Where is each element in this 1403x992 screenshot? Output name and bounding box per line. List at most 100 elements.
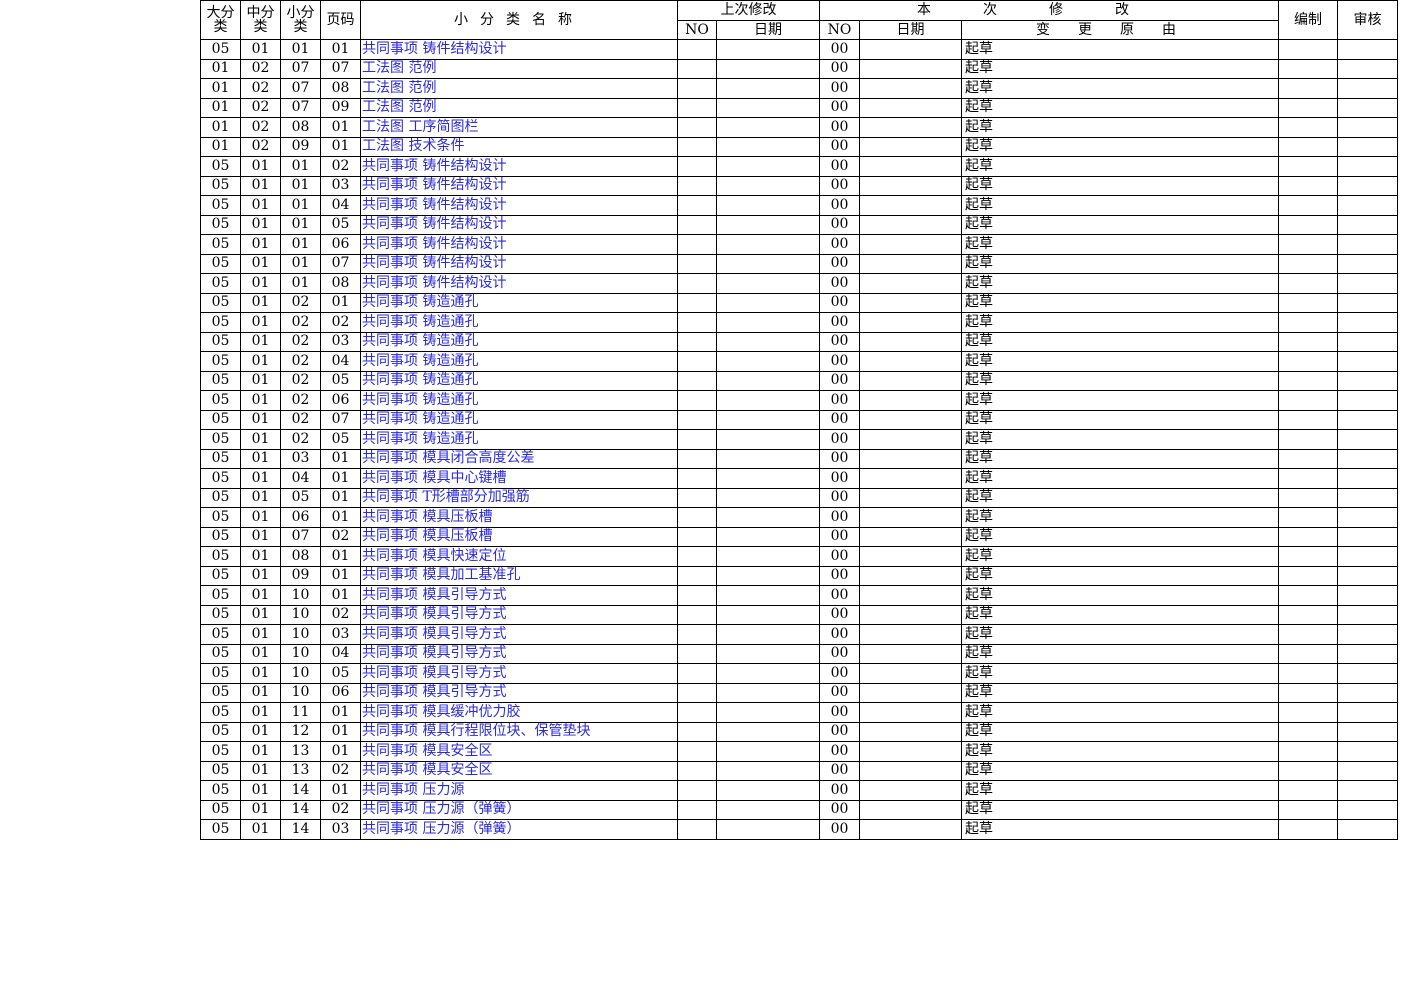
cell: 00 <box>819 409 860 430</box>
cell: 07 <box>280 58 321 79</box>
cell: 共同事项 铸件结构设计 <box>360 175 678 196</box>
cell: 01 <box>320 39 361 60</box>
cell: 01 <box>280 214 321 235</box>
cell: 共同事项 铸造通孔 <box>360 351 678 372</box>
cell <box>1337 819 1398 840</box>
cell: 05 <box>200 487 241 508</box>
cell: 05 <box>200 546 241 567</box>
cell: 05 <box>200 156 241 177</box>
cell: 共同事项 铸件结构设计 <box>360 156 678 177</box>
cell <box>1337 390 1398 411</box>
row: 05 01 10 01 共同事项 模具引导方式 00 起草 <box>200 585 1398 606</box>
cell: 共同事项 铸件结构设计 <box>360 253 678 274</box>
cell: 起草 <box>961 780 1279 801</box>
cell: 05 <box>200 643 241 664</box>
cell <box>1278 331 1338 352</box>
cell: 共同事项 模具加工基准孔 <box>360 565 678 586</box>
cell <box>1278 214 1338 235</box>
row: 05 01 05 01 共同事项 T形槽部分加强筋 00 起草 <box>200 487 1398 508</box>
cell: 00 <box>819 604 860 625</box>
cell: 01 <box>240 565 281 586</box>
cell: 05 <box>200 351 241 372</box>
cell: 05 <box>200 565 241 586</box>
cell <box>677 487 717 508</box>
cell: 共同事项 压力源（弹簧） <box>360 799 678 820</box>
cell <box>1278 702 1338 723</box>
cell <box>1278 273 1338 294</box>
cell <box>716 799 820 820</box>
cell <box>1278 799 1338 820</box>
cell: 02 <box>280 312 321 333</box>
cell: 01 <box>240 760 281 781</box>
cell <box>859 429 962 450</box>
cell: 05 <box>200 819 241 840</box>
row: 05 01 10 05 共同事项 模具引导方式 00 起草 <box>200 663 1398 684</box>
row: 05 01 01 07 共同事项 铸件结构设计 00 起草 <box>200 253 1398 274</box>
header-cell: 小分类名称 <box>360 0 678 40</box>
row: 05 01 13 01 共同事项 模具安全区 00 起草 <box>200 741 1398 762</box>
cell: 05 <box>320 429 361 450</box>
row: 05 01 01 03 共同事项 铸件结构设计 00 起草 <box>200 175 1398 196</box>
cell <box>1278 409 1338 430</box>
cell <box>716 234 820 255</box>
cell: 02 <box>240 97 281 118</box>
cell: 起草 <box>961 331 1279 352</box>
cell <box>1278 780 1338 801</box>
row: 05 01 01 04 共同事项 铸件结构设计 00 起草 <box>200 195 1398 216</box>
row: 05 01 09 01 共同事项 模具加工基准孔 00 起草 <box>200 565 1398 586</box>
cell: 00 <box>819 253 860 274</box>
cell: 06 <box>320 682 361 703</box>
cell <box>677 370 717 391</box>
cell: 01 <box>240 312 281 333</box>
cell: 共同事项 模具安全区 <box>360 741 678 762</box>
cell <box>1337 526 1398 547</box>
cell: 共同事项 压力源（弹簧） <box>360 819 678 840</box>
cell: 05 <box>200 331 241 352</box>
cell: 共同事项 铸件结构设计 <box>360 39 678 60</box>
cell: 10 <box>280 663 321 684</box>
cell <box>716 175 820 196</box>
cell: 01 <box>240 682 281 703</box>
cell: 02 <box>320 604 361 625</box>
cell: 00 <box>819 624 860 645</box>
cell <box>716 253 820 274</box>
cell: 02 <box>240 136 281 157</box>
cell: 起草 <box>961 565 1279 586</box>
cell: 01 <box>320 702 361 723</box>
cell <box>1278 487 1338 508</box>
cell <box>716 507 820 528</box>
cell: 起草 <box>961 585 1279 606</box>
cell <box>1337 702 1398 723</box>
cell: 05 <box>200 682 241 703</box>
cell: 05 <box>320 370 361 391</box>
cell: 01 <box>240 448 281 469</box>
cell: 02 <box>280 429 321 450</box>
cell <box>1278 39 1338 60</box>
row: 05 01 02 04 共同事项 铸造通孔 00 起草 <box>200 351 1398 372</box>
cell <box>1337 175 1398 196</box>
cell: 00 <box>819 702 860 723</box>
row: 05 01 14 03 共同事项 压力源（弹簧） 00 起草 <box>200 819 1398 840</box>
cell <box>859 331 962 352</box>
cell: 共同事项 模具引导方式 <box>360 604 678 625</box>
cell <box>1337 760 1398 781</box>
cell <box>677 312 717 333</box>
cell <box>1337 546 1398 567</box>
cell <box>677 253 717 274</box>
cell <box>1337 487 1398 508</box>
cell <box>716 565 820 586</box>
cell <box>1278 624 1338 645</box>
cell <box>1278 507 1338 528</box>
cell: 00 <box>819 234 860 255</box>
cell <box>1278 546 1338 567</box>
row: 05 01 02 03 共同事项 铸造通孔 00 起草 <box>200 331 1398 352</box>
cell <box>677 195 717 216</box>
cell: 00 <box>819 390 860 411</box>
cell <box>1278 117 1338 138</box>
cell <box>1337 292 1398 313</box>
cell: 01 <box>240 487 281 508</box>
cell: 02 <box>240 58 281 79</box>
cell <box>677 780 717 801</box>
cell <box>1337 312 1398 333</box>
cell: 共同事项 模具引导方式 <box>360 585 678 606</box>
